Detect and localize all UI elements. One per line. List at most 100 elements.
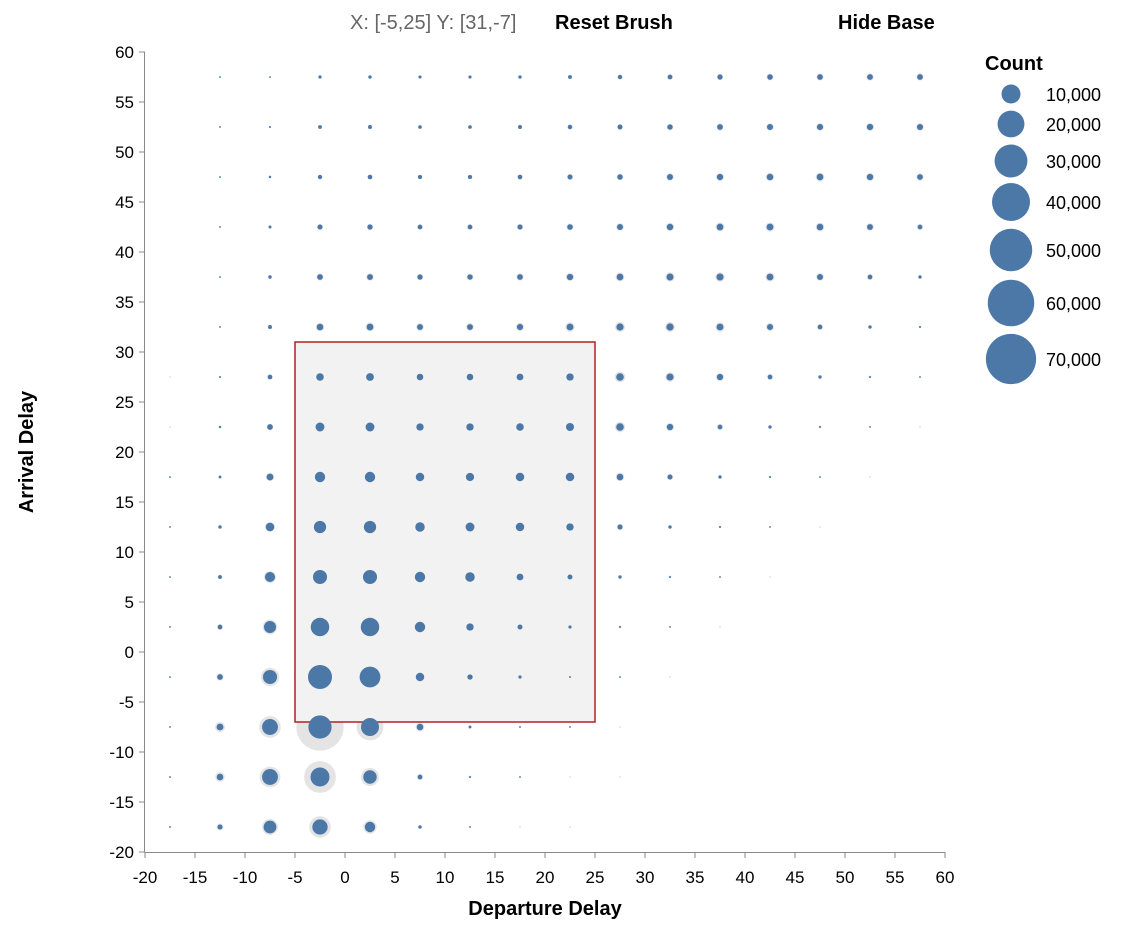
filtered-point: [867, 274, 873, 280]
filtered-point: [467, 274, 473, 280]
filtered-point: [917, 174, 923, 180]
filtered-point: [169, 626, 171, 628]
filtered-point: [768, 425, 772, 429]
filtered-point: [818, 375, 822, 379]
x-tick-label: 5: [390, 868, 399, 887]
x-tick-label: 25: [586, 868, 605, 887]
filtered-point: [219, 376, 221, 378]
legend-title: Count: [985, 53, 1043, 75]
filtered-point: [817, 74, 823, 80]
filtered-point: [268, 175, 272, 179]
filtered-point: [516, 573, 524, 581]
filtered-point: [468, 775, 472, 779]
filtered-point: [219, 326, 221, 328]
filtered-point: [169, 526, 171, 528]
filtered-point: [417, 274, 423, 280]
hide-base-button[interactable]: Hide Base: [838, 12, 935, 34]
filtered-point: [669, 626, 671, 628]
base-point: [169, 376, 171, 378]
filtered-point: [566, 373, 574, 381]
filtered-point: [465, 472, 475, 482]
base-point: [869, 476, 871, 478]
filtered-point: [416, 373, 424, 381]
toolbar: X: [-5,25] Y: [31,-7] Reset Brush Hide B…: [0, 10, 1140, 40]
filtered-point: [414, 621, 426, 633]
brush-extent-readout: X: [-5,25] Y: [31,-7]: [350, 12, 517, 34]
x-tick-label: -20: [133, 868, 158, 887]
filtered-point: [666, 323, 674, 331]
filtered-point: [219, 226, 221, 228]
filtered-point: [418, 125, 422, 129]
filtered-point: [567, 224, 573, 230]
y-tick-label: 0: [125, 643, 134, 662]
filtered-point: [360, 617, 380, 637]
x-tick-label: 40: [736, 868, 755, 887]
brush-selection[interactable]: [294, 341, 596, 723]
filtered-point: [219, 76, 221, 78]
filtered-point: [518, 75, 522, 79]
filtered-point: [268, 125, 272, 129]
filtered-point: [517, 174, 523, 180]
legend-label: 40,000: [1046, 193, 1101, 213]
filtered-point: [766, 323, 774, 331]
filtered-point: [169, 476, 171, 478]
filtered-point: [517, 624, 523, 630]
filtered-point: [867, 74, 873, 80]
filtered-point: [617, 174, 623, 180]
filtered-point: [310, 767, 330, 787]
filtered-point: [619, 676, 621, 678]
filtered-point: [716, 373, 724, 381]
filtered-point: [569, 726, 571, 728]
legend-label: 20,000: [1046, 115, 1101, 135]
x-tick-label: -10: [233, 868, 258, 887]
y-tick-label: 10: [115, 543, 134, 562]
filtered-point: [616, 273, 624, 281]
legend-label: 60,000: [1046, 294, 1101, 314]
filtered-point: [566, 323, 574, 331]
filtered-point: [667, 124, 673, 130]
y-tick-label: 45: [115, 193, 134, 212]
filtered-point: [468, 125, 472, 129]
filtered-point: [313, 520, 327, 534]
filtered-point: [268, 225, 272, 229]
filtered-point: [267, 374, 273, 380]
filtered-point: [766, 223, 774, 231]
y-tick-label: 25: [115, 393, 134, 412]
filtered-point: [310, 617, 330, 637]
axes: -20 -15 -10 -5 0 5 10 15 20 25 30 35 40 45 50 55 60-20-1…: [109, 43, 954, 887]
filtered-point: [264, 571, 276, 583]
filtered-point: [367, 174, 373, 180]
filtered-point: [618, 625, 622, 629]
filtered-point: [317, 224, 323, 230]
filtered-point: [359, 666, 381, 688]
filtered-point: [469, 826, 471, 828]
filtered-point: [768, 475, 772, 479]
filtered-point: [416, 423, 424, 431]
filtered-point: [169, 676, 171, 678]
filtered-point: [668, 575, 672, 579]
filtered-point: [218, 525, 222, 529]
filtered-point: [218, 425, 222, 429]
filtered-point: [467, 174, 473, 180]
filtered-point: [414, 571, 426, 583]
y-tick-label: -5: [119, 693, 134, 712]
filtered-point: [218, 475, 222, 479]
filtered-point: [216, 773, 224, 781]
filtered-point: [262, 769, 278, 785]
filtered-point: [169, 776, 171, 778]
filtered-point: [415, 472, 425, 482]
reset-brush-button[interactable]: Reset Brush: [555, 12, 673, 34]
filtered-point: [267, 424, 273, 430]
filtered-point: [616, 223, 624, 231]
filtered-point: [219, 126, 221, 128]
filtered-point: [363, 520, 377, 534]
filtered-point: [218, 575, 222, 579]
filtered-point: [515, 522, 525, 532]
x-tick-label: 15: [486, 868, 505, 887]
base-point: [669, 676, 671, 678]
filtered-point: [766, 123, 774, 131]
y-tick-label: 50: [115, 143, 134, 162]
filtered-point: [716, 273, 724, 281]
filtered-point: [467, 224, 473, 230]
